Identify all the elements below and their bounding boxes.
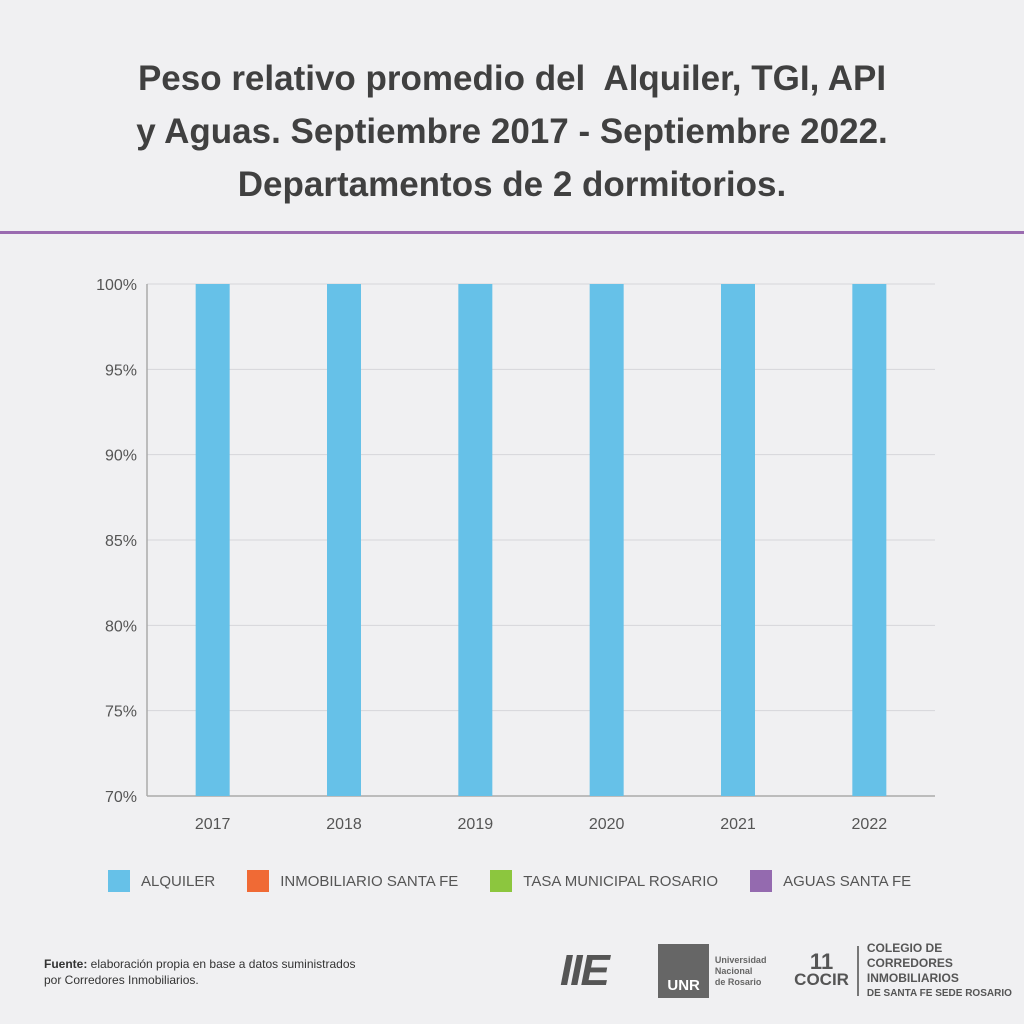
legend-swatch [108, 870, 130, 892]
cocir-name-line: INMOBILIARIOS [866, 971, 959, 985]
title-line: Departamentos de 2 dormitorios. [237, 165, 787, 204]
cocir-text: COCIR [794, 970, 849, 989]
y-tick-label: 70% [105, 789, 137, 806]
unr-logo: UNR [658, 944, 709, 998]
x-tick-label: 2022 [852, 816, 888, 833]
cocir-name: COLEGIO DE CORREDORES INMOBILIARIOS DE S… [867, 941, 1024, 1001]
legend: ALQUILER INMOBILIARIO SANTA FE TASA MUNI… [108, 870, 943, 892]
x-tick-label: 2019 [458, 816, 494, 833]
title-line: y Aguas. Septiembre 2017 - Septiembre 20… [136, 112, 888, 151]
legend-item: TASA MUNICIPAL ROSARIO [490, 870, 718, 892]
legend-label: AGUAS SANTA FE [783, 872, 912, 890]
y-tick-label: 80% [105, 618, 137, 635]
bar-segment [195, 284, 230, 796]
x-tick-label: 2018 [326, 816, 362, 833]
bar-segment [327, 284, 361, 796]
cocir-logo: 11 COCIR [794, 949, 849, 989]
legend-item: INMOBILIARIO SANTA FE [247, 870, 458, 892]
legend-swatch [750, 870, 773, 892]
source-text: elaboración propia en base a datos sumin… [87, 957, 356, 971]
source-note: Fuente: elaboración propia en base a dat… [44, 956, 356, 988]
y-tick-label: 75% [105, 704, 137, 721]
logos: IIE UNR Universidad Nacional de Rosario … [560, 940, 1024, 1002]
x-tick-label: 2017 [195, 816, 231, 833]
legend-swatch [247, 870, 270, 892]
cocir-name-line: COLEGIO DE CORREDORES [866, 941, 953, 970]
unr-name-line: de Rosario [714, 976, 762, 987]
legend-label: TASA MUNICIPAL ROSARIO [523, 872, 719, 890]
legend-swatch [490, 870, 513, 892]
chart-title: Peso relativo promedio del Alquiler, TGI… [0, 52, 1024, 211]
logo-separator [856, 946, 859, 996]
divider [0, 231, 1024, 234]
bar-segment [589, 284, 624, 796]
legend-item: ALQUILER [108, 870, 215, 892]
bar-segment [458, 284, 493, 796]
cocir-name-line: DE SANTA FE SEDE ROSARIO [866, 988, 1012, 999]
x-tick-label: 2020 [589, 816, 625, 833]
y-tick-label: 95% [105, 362, 137, 379]
x-tick-label: 2021 [720, 816, 756, 833]
source-label: Fuente: [44, 957, 88, 971]
y-tick-label: 100% [96, 277, 137, 294]
bar-segment [721, 284, 755, 796]
bar-segment [852, 284, 887, 796]
legend-label: ALQUILER [141, 872, 216, 890]
unr-name: Universidad Nacional de Rosario [715, 955, 772, 988]
unr-name-line: Nacional [714, 965, 753, 976]
y-tick-label: 85% [105, 533, 137, 550]
stacked-bar-chart: 70% 75% 80% 85% 90% 95% 100% 2017 2018 2019 2020 20… [96, 277, 935, 833]
legend-item: AGUAS SANTA FE [750, 870, 911, 892]
y-tick-label: 90% [105, 448, 137, 465]
source-text: por Corredores Inmobiliarios. [44, 973, 199, 987]
unr-name-line: Universidad [714, 954, 767, 965]
title-line: Peso relativo promedio del Alquiler, TGI… [137, 59, 887, 98]
legend-label: INMOBILIARIO SANTA FE [280, 872, 459, 890]
ihe-logo: IIE [560, 946, 610, 995]
